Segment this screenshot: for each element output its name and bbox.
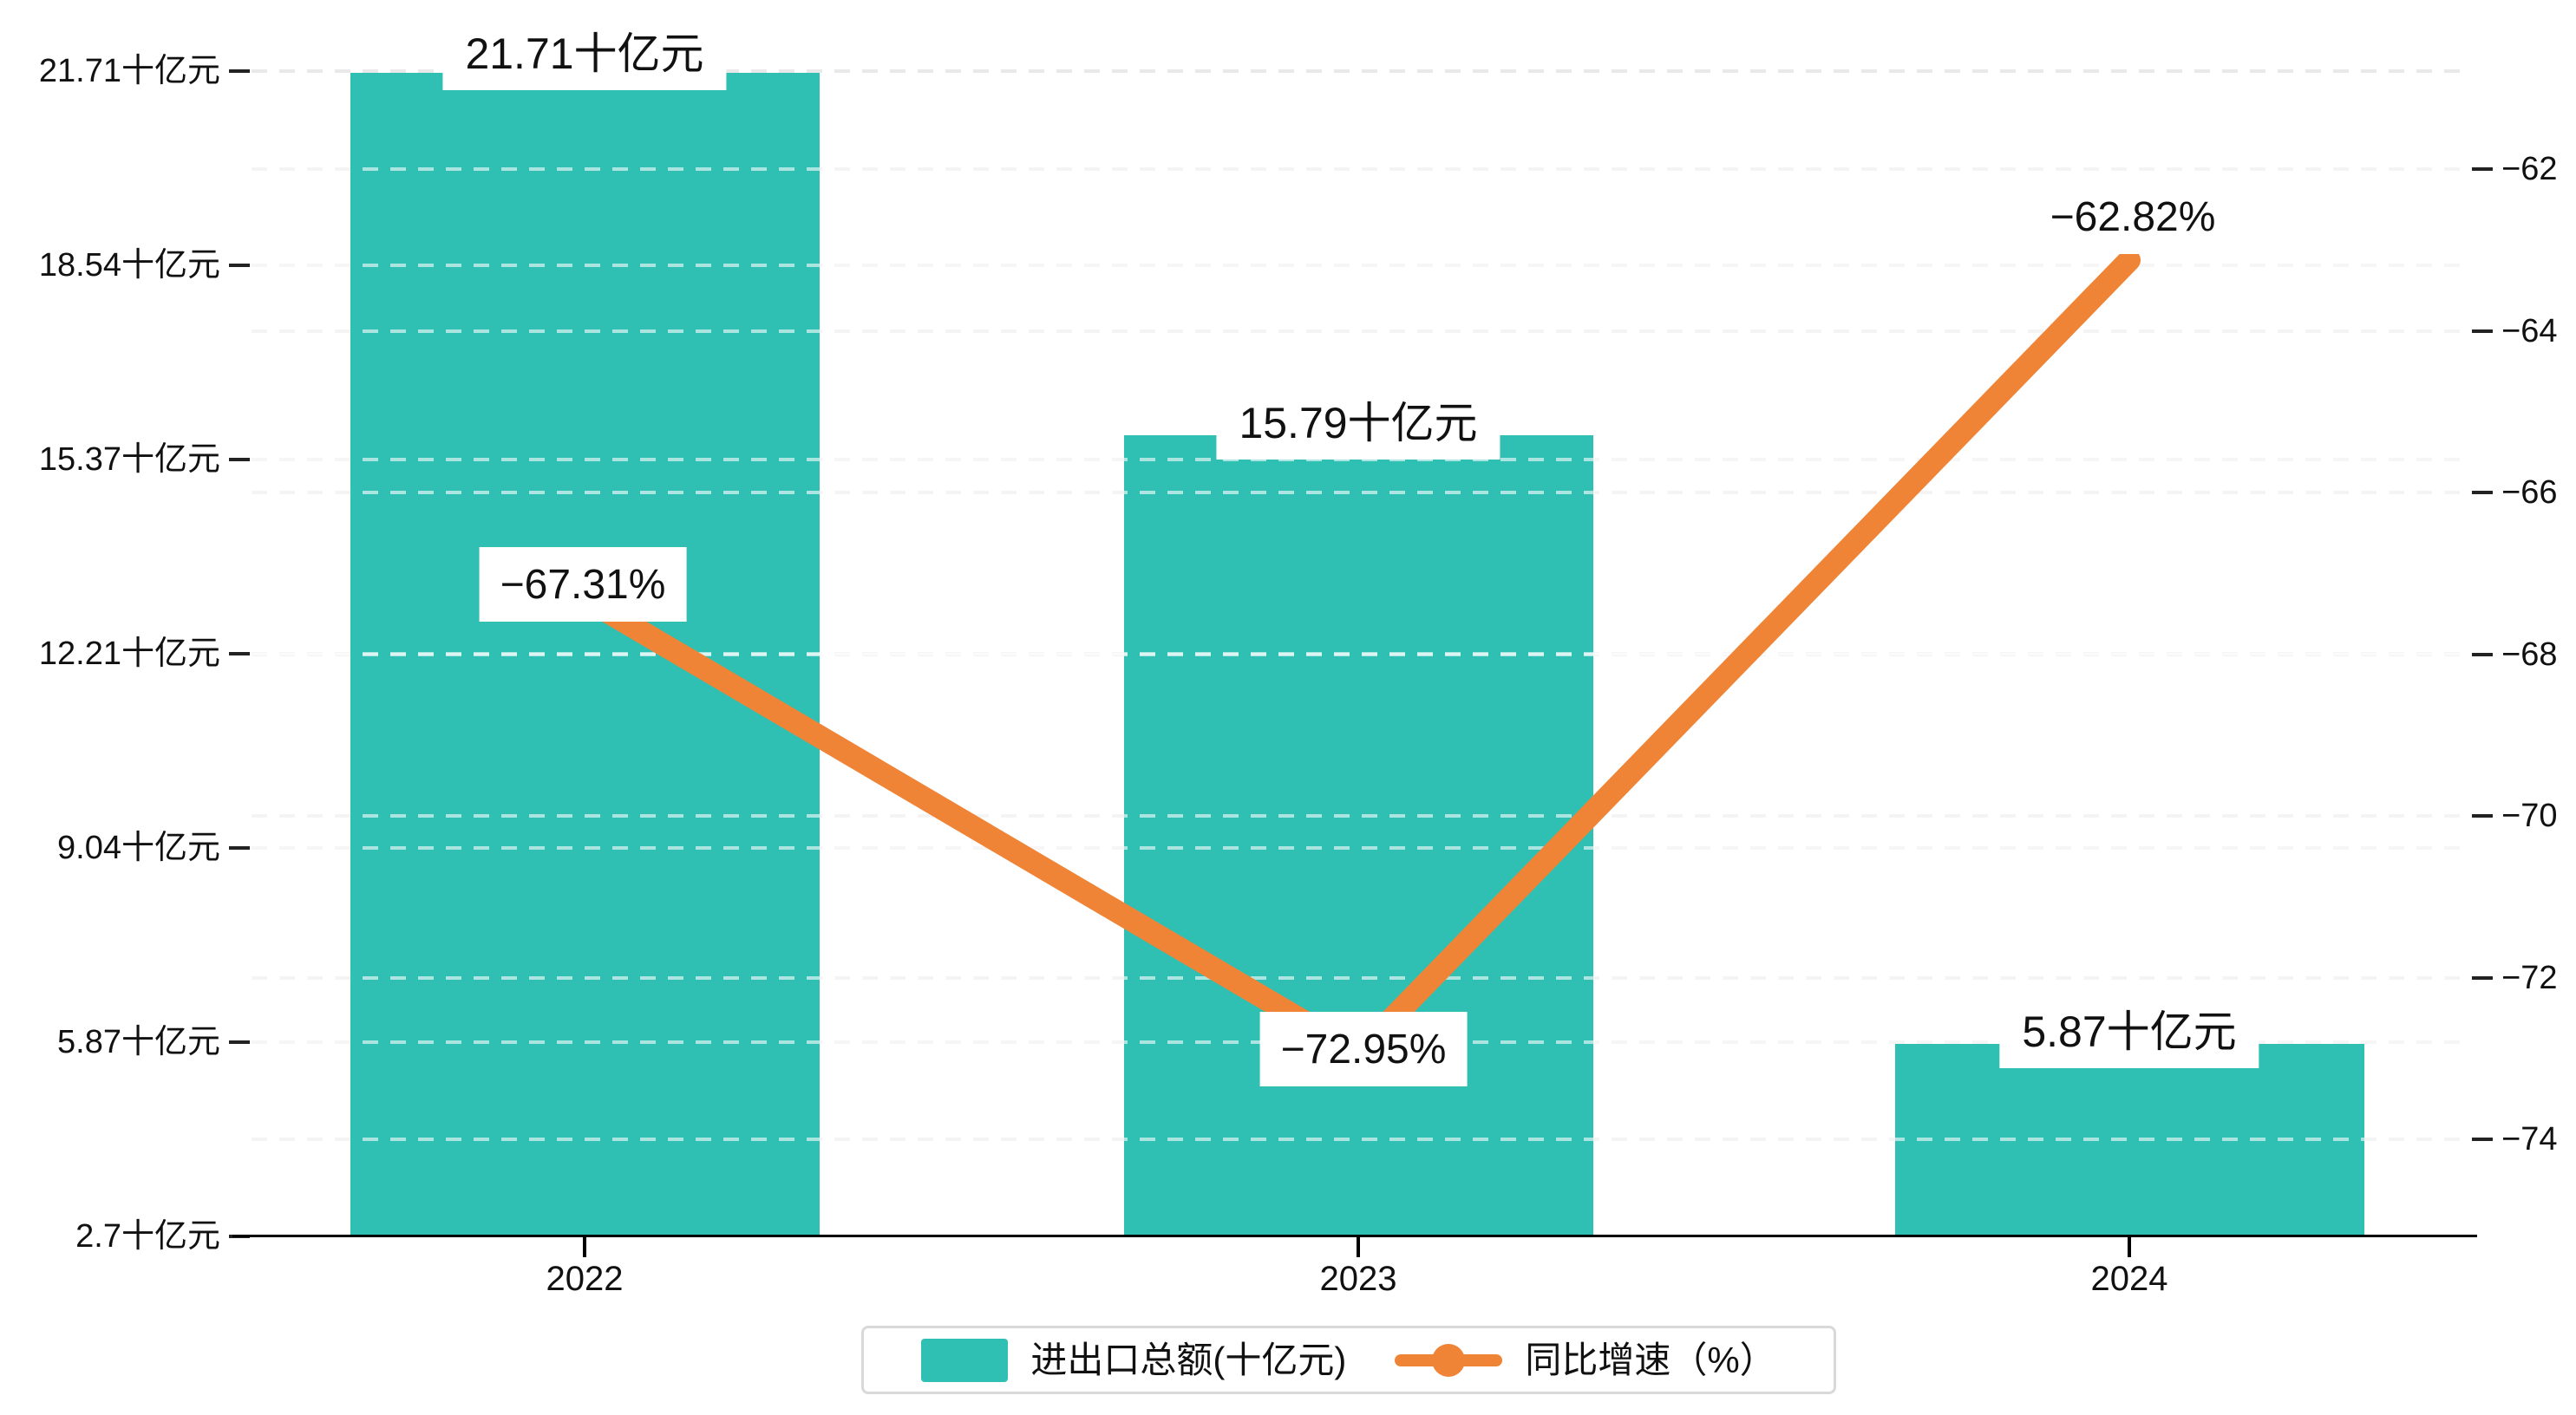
x-axis-line <box>232 1235 2477 1237</box>
right-axis-tick-label: −74 <box>2501 1121 2558 1157</box>
left-axis-tick-label: 18.54十亿元 <box>38 247 220 284</box>
left-axis-tick-mark <box>229 652 250 655</box>
legend-label: 同比增速（%） <box>1525 1339 1776 1380</box>
right-axis-tick-mark <box>2472 329 2493 333</box>
legend-item-import-export-total[interactable]: 进出口总额(十亿元) <box>921 1338 1347 1382</box>
left-axis-tick-mark <box>229 69 250 73</box>
bar-value-label: 21.71十亿元 <box>442 10 727 90</box>
bar-2022[interactable] <box>350 73 820 1236</box>
left-axis-tick-label: 9.04十亿元 <box>57 830 220 866</box>
x-axis-tick-mark <box>1357 1237 1360 1257</box>
x-axis-category-label: 2023 <box>1319 1260 1397 1298</box>
right-axis-tick-mark <box>2472 1138 2493 1141</box>
left-axis-tick-mark <box>229 846 250 850</box>
legend-box: 进出口总额(十亿元) 同比增速（%） <box>861 1326 1836 1394</box>
left-axis-tick-label: 2.7十亿元 <box>75 1218 220 1255</box>
x-axis-category-label: 2024 <box>2090 1260 2168 1298</box>
right-axis-tick-label: −62 <box>2501 151 2558 187</box>
bar-value-label: 5.87十亿元 <box>1999 988 2259 1068</box>
right-axis-tick-mark <box>2472 491 2493 494</box>
left-axis-tick-label: 21.71十亿元 <box>38 53 220 89</box>
bar-2023[interactable] <box>1124 435 1593 1236</box>
line-value-label: −67.31% <box>479 547 687 622</box>
x-axis-tick-mark <box>2128 1237 2131 1257</box>
left-axis-tick-label: 15.37十亿元 <box>38 441 220 478</box>
right-axis-tick-label: −66 <box>2501 474 2558 511</box>
right-axis-tick-label: −70 <box>2501 798 2558 834</box>
left-axis-tick-mark <box>229 1040 250 1044</box>
left-axis-tick-label: 5.87十亿元 <box>57 1024 220 1060</box>
right-axis-tick-mark <box>2472 653 2493 656</box>
line-value-label: −72.95% <box>1259 1012 1468 1086</box>
right-axis-tick-mark <box>2472 976 2493 980</box>
line-value-label: −62.82% <box>2029 179 2237 254</box>
bar-2024[interactable] <box>1895 1044 2364 1236</box>
left-axis-tick-mark <box>229 458 250 461</box>
line-series-marker-icon <box>1395 1339 1503 1382</box>
left-axis-tick-label: 12.21十亿元 <box>38 636 220 672</box>
right-axis-tick-label: −72 <box>2501 960 2558 996</box>
right-axis-tick-mark <box>2472 167 2493 171</box>
legend-item-yoy-growth[interactable]: 同比增速（%） <box>1395 1339 1776 1382</box>
right-axis-tick-label: −64 <box>2501 313 2558 349</box>
right-axis-tick-label: −68 <box>2501 636 2558 673</box>
right-axis-tick-mark <box>2472 814 2493 818</box>
bar-value-label: 15.79十亿元 <box>1216 380 1500 460</box>
legend-label: 进出口总额(十亿元) <box>1030 1339 1347 1380</box>
left-axis-tick-mark <box>229 264 250 267</box>
x-axis-category-label: 2022 <box>546 1260 624 1298</box>
x-axis-tick-mark <box>583 1237 586 1257</box>
bar-series-swatch-icon <box>921 1338 1009 1382</box>
